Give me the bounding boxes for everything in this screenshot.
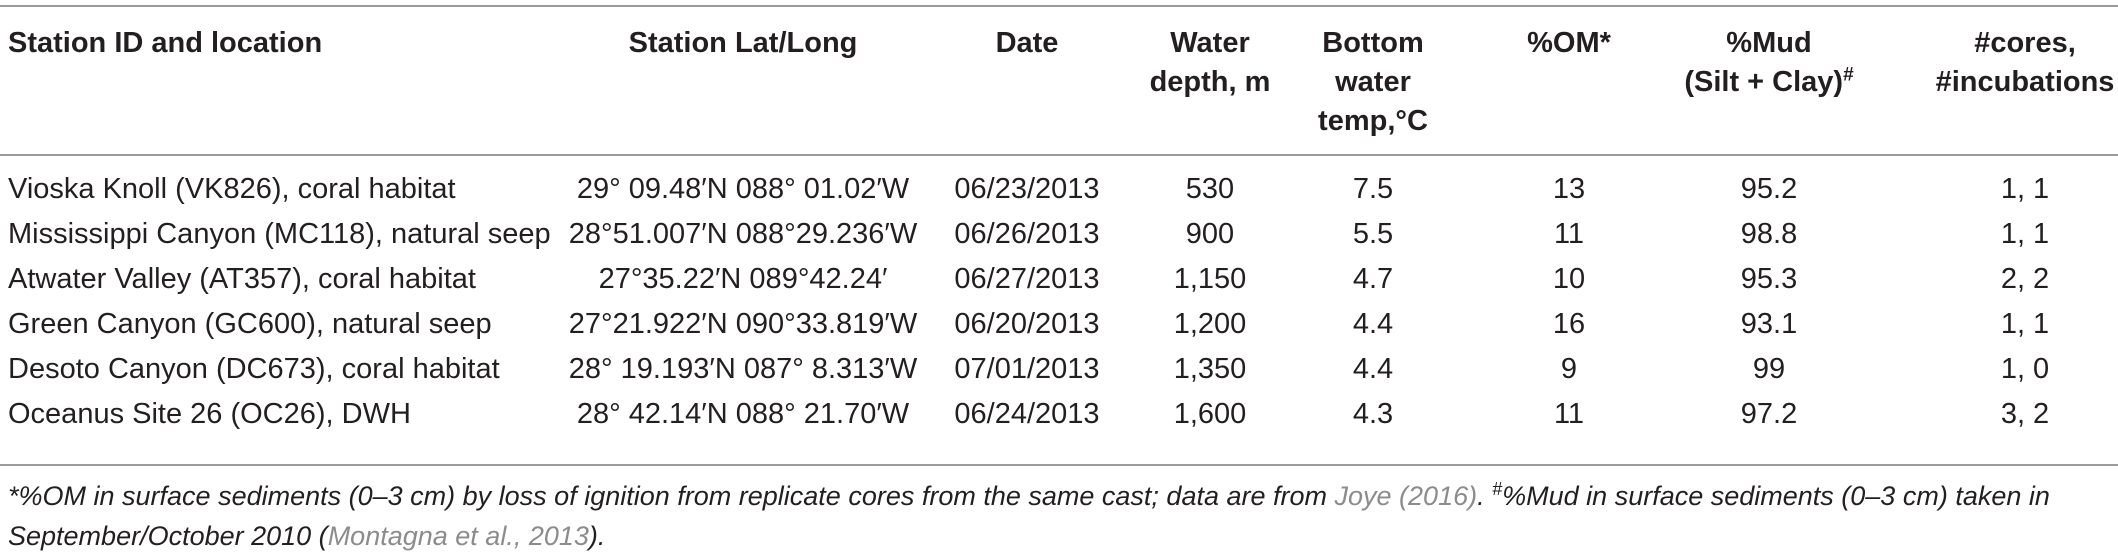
cell-mud: 93.1 <box>1740 308 1798 340</box>
cell-temp: 5.5 <box>1352 218 1394 250</box>
table-row: Atwater Valley (AT357), coral habitat 27… <box>0 257 2118 301</box>
cell-cores: 2, 2 <box>2000 263 2050 295</box>
cell-mud: 98.8 <box>1740 218 1798 250</box>
header-date: Date <box>996 24 1059 63</box>
header-station-text: Station ID and location <box>8 27 323 59</box>
cell-depth: 900 <box>1185 218 1235 250</box>
cell-depth: 530 <box>1185 173 1235 205</box>
cell-station: Mississippi Canyon (MC118), natural seep <box>8 218 551 250</box>
header-rule <box>0 154 2118 156</box>
footnote-mud-marker: # <box>1492 479 1503 499</box>
cell-om: 9 <box>1560 353 1578 385</box>
cell-temp: 4.4 <box>1352 308 1394 340</box>
header-depth-line1: Water <box>1170 27 1250 59</box>
cell-station: Desoto Canyon (DC673), coral habitat <box>8 353 500 385</box>
header-cores: #cores, #incubations <box>1936 24 2115 102</box>
cell-om: 11 <box>1553 398 1585 430</box>
cell-latlong: 28° 42.14′N 088° 21.70′W <box>576 398 910 430</box>
cell-mud: 95.3 <box>1740 263 1798 295</box>
header-depth: Water depth, m <box>1150 24 1271 102</box>
cell-date: 06/23/2013 <box>954 173 1100 205</box>
cell-station: Atwater Valley (AT357), coral habitat <box>8 263 476 295</box>
cell-latlong: 27°21.922′N 090°33.819′W <box>568 308 918 340</box>
table-row: Green Canyon (GC600), natural seep 27°21… <box>0 302 2118 346</box>
header-temp-line1: Bottom <box>1322 27 1424 59</box>
cell-date: 06/24/2013 <box>954 398 1100 430</box>
header-date-text: Date <box>995 27 1059 59</box>
cell-mud: 95.2 <box>1740 173 1798 205</box>
cell-station: Green Canyon (GC600), natural seep <box>8 308 492 340</box>
table-footnote: *%OM in surface sediments (0–3 cm) by lo… <box>8 476 2108 556</box>
cell-mud: 97.2 <box>1740 398 1798 430</box>
cell-date: 06/20/2013 <box>954 308 1100 340</box>
cell-depth: 1,350 <box>1173 353 1247 385</box>
cell-latlong: 29° 09.48′N 088° 01.02′W <box>576 173 910 205</box>
header-latlong: Station Lat/Long <box>629 24 858 63</box>
header-mud: %Mud (Silt + Clay)# <box>1684 24 1853 102</box>
header-mud-superscript: # <box>1843 64 1854 86</box>
header-cores-line1: #cores, <box>1974 27 2076 59</box>
header-om-text: %OM* <box>1527 27 1611 59</box>
header-latlong-text: Station Lat/Long <box>628 27 858 59</box>
header-station: Station ID and location <box>8 24 322 63</box>
cell-latlong: 28° 19.193′N 087° 8.313′W <box>568 353 918 385</box>
footnote-reference-montagna[interactable]: Montagna et al., 2013 <box>327 521 589 551</box>
cell-depth: 1,150 <box>1173 263 1247 295</box>
cell-mud: 99 <box>1752 353 1786 385</box>
footnote-end: ). <box>588 521 606 551</box>
cell-om: 13 <box>1552 173 1586 205</box>
header-temp-line3: temp,°C <box>1318 105 1428 137</box>
header-depth-line2: depth, m <box>1149 66 1271 98</box>
cell-cores: 1, 0 <box>2000 353 2050 385</box>
cell-depth: 1,600 <box>1173 398 1247 430</box>
header-mud-line2-text: (Silt + Clay) <box>1684 66 1844 98</box>
cell-station: Vioska Knoll (VK826), coral habitat <box>8 173 456 205</box>
cell-date: 06/26/2013 <box>954 218 1100 250</box>
cell-om: 16 <box>1552 308 1586 340</box>
cell-temp: 7.5 <box>1352 173 1394 205</box>
table-row: Desoto Canyon (DC673), coral habitat 28°… <box>0 347 2118 391</box>
header-cores-line2: #incubations <box>1935 66 2115 98</box>
cell-cores: 3, 2 <box>2000 398 2050 430</box>
footnote-separator: . <box>1477 481 1493 511</box>
header-temp: Bottom water temp,°C <box>1318 24 1428 141</box>
cell-cores: 1, 1 <box>2000 173 2050 205</box>
footnote-reference-joye[interactable]: Joye (2016) <box>1334 481 1478 511</box>
footnote-text-om: *%OM in surface sediments (0–3 cm) by lo… <box>8 481 1335 511</box>
cell-latlong: 28°51.007′N 088°29.236′W <box>568 218 918 250</box>
cell-temp: 4.4 <box>1352 353 1394 385</box>
cell-date: 07/01/2013 <box>954 353 1100 385</box>
header-mud-line1: %Mud <box>1726 27 1812 59</box>
cell-date: 06/27/2013 <box>954 263 1100 295</box>
cell-depth: 1,200 <box>1173 308 1247 340</box>
top-rule <box>0 5 2118 7</box>
header-mud-line2: (Silt + Clay)# <box>1684 63 1853 102</box>
cell-temp: 4.7 <box>1352 263 1394 295</box>
cell-temp: 4.3 <box>1352 398 1394 430</box>
cell-cores: 1, 1 <box>2000 218 2050 250</box>
cell-cores: 1, 1 <box>2000 308 2050 340</box>
table-row: Mississippi Canyon (MC118), natural seep… <box>0 212 2118 256</box>
table-row: Oceanus Site 26 (OC26), DWH 28° 42.14′N … <box>0 392 2118 436</box>
header-temp-line2: water <box>1335 66 1411 98</box>
cell-om: 10 <box>1552 263 1586 295</box>
bottom-rule <box>0 464 2118 466</box>
cell-latlong: 27°35.22′N 089°42.24′ <box>598 263 888 295</box>
header-om: %OM* <box>1527 24 1611 63</box>
footnote-text-mud: %Mud in surface sediments (0–3 cm) taken… <box>8 481 2050 551</box>
table-row: Vioska Knoll (VK826), coral habitat 29° … <box>0 167 2118 211</box>
cell-om: 11 <box>1553 218 1585 250</box>
cell-station: Oceanus Site 26 (OC26), DWH <box>8 398 411 430</box>
